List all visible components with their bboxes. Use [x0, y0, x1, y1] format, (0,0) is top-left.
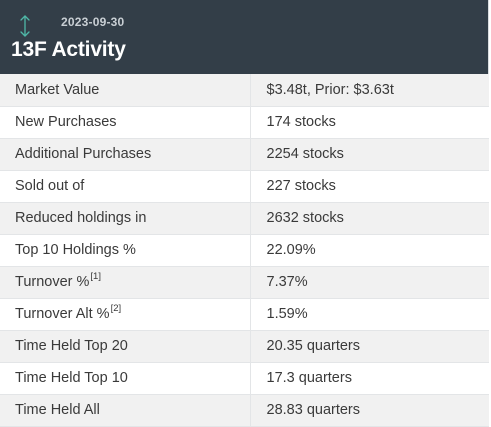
row-value: 17.3 quarters	[250, 362, 489, 395]
table-row: Reduced holdings in 2632 stocks	[0, 202, 489, 235]
row-label: Market Value	[0, 74, 251, 107]
row-label: Time Held All	[0, 394, 251, 427]
activity-table: Market Value $3.48t, Prior: $3.63t New P…	[0, 74, 489, 427]
table-row: Time Held Top 20 20.35 quarters	[0, 330, 489, 363]
card-header: 2023-09-30 13F Activity	[0, 0, 488, 74]
row-label: Time Held Top 10	[0, 362, 251, 395]
table-row: Top 10 Holdings % 22.09%	[0, 234, 489, 267]
row-label: New Purchases	[0, 106, 251, 139]
row-value: 1.59%	[250, 298, 489, 331]
table-row: Market Value $3.48t, Prior: $3.63t	[0, 74, 489, 107]
row-value: 22.09%	[250, 234, 489, 267]
row-value: 20.35 quarters	[250, 330, 489, 363]
table-row: New Purchases 174 stocks	[0, 106, 489, 139]
row-label: Sold out of	[0, 170, 251, 203]
table-row: Time Held Top 10 17.3 quarters	[0, 362, 489, 395]
table-row: Turnover %[1] 7.37%	[0, 266, 489, 299]
report-date: 2023-09-30	[61, 15, 125, 29]
row-value: 2632 stocks	[250, 202, 489, 235]
row-value: 2254 stocks	[250, 138, 489, 171]
table-row: Additional Purchases 2254 stocks	[0, 138, 489, 171]
row-value: 7.37%	[250, 266, 489, 299]
row-value: 174 stocks	[250, 106, 489, 139]
row-label: Top 10 Holdings %	[0, 234, 251, 267]
row-label: Reduced holdings in	[0, 202, 251, 235]
card-title: 13F Activity	[11, 38, 126, 61]
row-value: 227 stocks	[250, 170, 489, 203]
row-label: Turnover %[1]	[0, 266, 251, 299]
footnote-link[interactable]: [2]	[110, 303, 122, 314]
row-value: $3.48t, Prior: $3.63t	[250, 74, 489, 107]
table-row: Turnover Alt %[2] 1.59%	[0, 298, 489, 331]
row-label: Additional Purchases	[0, 138, 251, 171]
sort-arrows-icon[interactable]	[18, 14, 32, 38]
footnote-link[interactable]: [1]	[90, 271, 101, 282]
table-row: Time Held All 28.83 quarters	[0, 394, 489, 427]
row-label: Turnover Alt %[2]	[0, 298, 251, 331]
row-label: Time Held Top 20	[0, 330, 251, 363]
row-value: 28.83 quarters	[250, 394, 489, 427]
table-row: Sold out of 227 stocks	[0, 170, 489, 203]
